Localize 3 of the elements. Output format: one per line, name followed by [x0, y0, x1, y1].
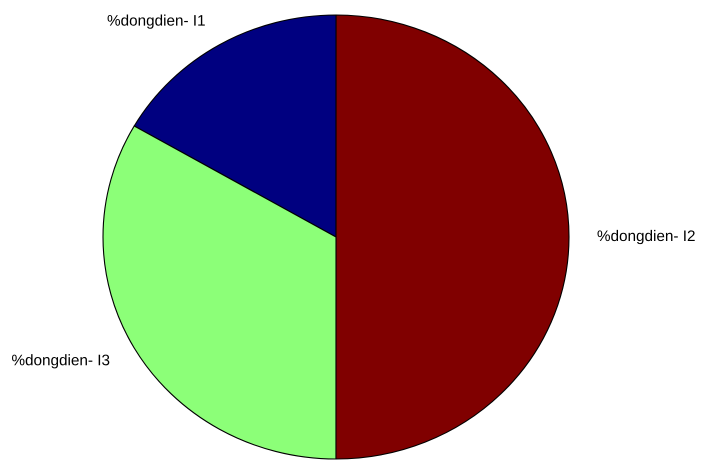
slice-label: %dongdien- I3	[12, 354, 110, 368]
slice-label: %dongdien- I2	[598, 230, 695, 244]
slice-label: %dongdien- I1	[108, 14, 205, 29]
